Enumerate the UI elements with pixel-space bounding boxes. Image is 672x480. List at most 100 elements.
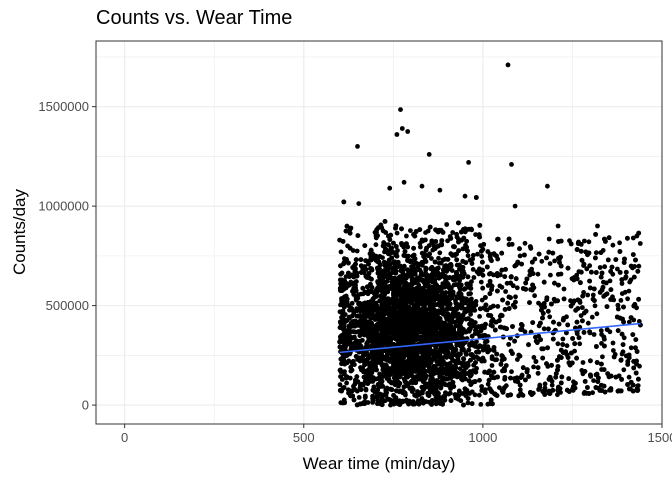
- data-point: [497, 324, 503, 330]
- data-point: [382, 292, 387, 297]
- data-point: [534, 340, 540, 345]
- data-point: [560, 342, 566, 347]
- data-point: [380, 367, 386, 373]
- data-point: [372, 295, 377, 300]
- data-point: [565, 265, 571, 271]
- data-point: [402, 249, 408, 254]
- data-point: [604, 291, 610, 297]
- data-point: [401, 244, 407, 250]
- data-point: [610, 340, 616, 346]
- data-point: [631, 365, 637, 371]
- data-point: [436, 255, 441, 261]
- data-point: [429, 265, 435, 270]
- data-point: [451, 244, 456, 250]
- data-point: [421, 251, 427, 257]
- data-point: [600, 354, 605, 360]
- data-point: [625, 235, 630, 241]
- data-point: [362, 243, 368, 249]
- data-point: [608, 287, 614, 293]
- data-point: [574, 319, 580, 325]
- data-point: [618, 298, 624, 303]
- data-point: [344, 380, 349, 386]
- data-point: [356, 329, 361, 334]
- data-point: [495, 236, 500, 242]
- data-point: [506, 306, 512, 311]
- data-point: [546, 249, 552, 255]
- data-point: [546, 236, 552, 242]
- data-point: [604, 327, 610, 332]
- data-point: [444, 222, 450, 227]
- data-point: [599, 270, 605, 276]
- data-point: [531, 355, 537, 360]
- data-point: [539, 258, 545, 264]
- data-point: [610, 242, 616, 248]
- data-point: [503, 289, 508, 294]
- data-point: [514, 285, 520, 291]
- data-point: [605, 257, 611, 263]
- data-point: [436, 371, 442, 376]
- data-point: [350, 265, 356, 270]
- data-point: [591, 332, 597, 337]
- data-point: [476, 392, 482, 398]
- data-point: [461, 346, 466, 352]
- data-point: [448, 236, 454, 241]
- data-point: [431, 364, 437, 369]
- data-point: [578, 313, 584, 318]
- data-point: [470, 267, 476, 272]
- data-point: [615, 306, 621, 312]
- data-point: [394, 253, 400, 259]
- data-point: [598, 274, 604, 280]
- data-point: [517, 382, 523, 388]
- data-point: [506, 342, 512, 347]
- data-point: [371, 384, 377, 390]
- data-point: [583, 308, 589, 314]
- data-point: [558, 254, 563, 260]
- data-point: [477, 377, 482, 383]
- data-point: [504, 280, 510, 286]
- data-point: [411, 252, 417, 258]
- data-point: [394, 388, 399, 394]
- data-point: [408, 300, 414, 306]
- data-point: [488, 271, 493, 276]
- data-point: [499, 267, 505, 273]
- data-point: [632, 302, 638, 307]
- data-point: [541, 326, 547, 332]
- data-point: [515, 357, 520, 362]
- data-point: [621, 319, 626, 325]
- data-point: [634, 349, 640, 354]
- data-point: [360, 285, 366, 291]
- data-point: [581, 261, 587, 267]
- data-point: [349, 388, 355, 394]
- data-point: [577, 341, 583, 347]
- data-point: [477, 266, 482, 272]
- data-point: [337, 382, 343, 388]
- data-point: [440, 271, 446, 277]
- data-point: [391, 265, 397, 270]
- data-point: [461, 356, 466, 362]
- data-point: [622, 289, 628, 295]
- data-point: [363, 387, 369, 393]
- data-point: [585, 385, 590, 390]
- data-point: [368, 247, 374, 253]
- data-point: [354, 388, 360, 394]
- data-point: [373, 242, 379, 248]
- data-point: [630, 252, 636, 257]
- data-point: [568, 241, 574, 247]
- data-point: [460, 246, 466, 252]
- data-point: [418, 273, 424, 278]
- data-point: [500, 389, 506, 395]
- data-point: [440, 230, 446, 235]
- data-point: [578, 280, 583, 286]
- data-point: [517, 353, 523, 359]
- data-point: [544, 297, 550, 303]
- data-point: [542, 381, 548, 387]
- data-point: [555, 392, 560, 398]
- data-point: [580, 360, 586, 365]
- data-point: [558, 380, 564, 386]
- data-point: [552, 258, 557, 264]
- data-point: [455, 302, 460, 307]
- data-point: [354, 306, 360, 311]
- data-point: [522, 329, 528, 335]
- data-point: [411, 245, 416, 251]
